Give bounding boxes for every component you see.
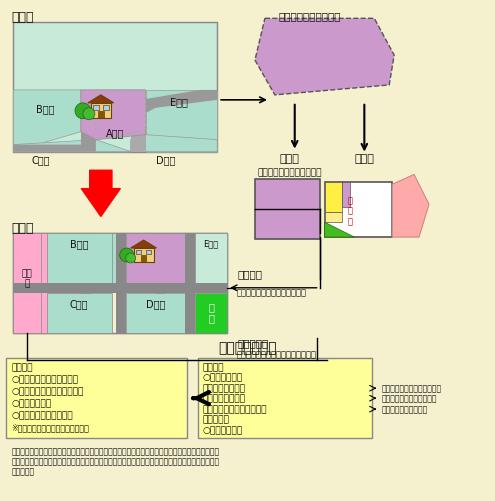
Text: ※減価補償地区の場合は減価補償費: ※減価補償地区の場合は減価補償費	[11, 422, 89, 431]
Text: ・一般会計補助: ・一般会計補助	[202, 394, 245, 403]
Text: ○調査・設計費、事務費: ○調査・設計費、事務費	[11, 410, 73, 419]
Bar	[126, 233, 185, 283]
Text: ○保留地処分金: ○保留地処分金	[202, 425, 243, 434]
Bar	[196, 293, 227, 333]
Bar	[103, 106, 109, 111]
Circle shape	[75, 104, 91, 120]
Bar	[91, 104, 111, 119]
Text: Dさん: Dさん	[155, 155, 175, 165]
Text: （Ａさんの整理後の宅地）: （Ａさんの整理後の宅地）	[258, 168, 322, 177]
Bar	[116, 233, 126, 333]
Bar	[6, 359, 187, 438]
Bar	[155, 233, 165, 333]
Text: 公共施設の整備費等相当額: 公共施設の整備費等相当額	[381, 394, 437, 403]
Text: 【収入】: 【収入】	[202, 363, 224, 372]
Text: Bさん: Bさん	[36, 104, 54, 114]
Text: 整理後: 整理後	[11, 222, 34, 234]
Polygon shape	[392, 175, 429, 237]
Polygon shape	[88, 96, 114, 104]
Text: 資　金　構　成: 資 金 構 成	[219, 341, 277, 355]
Text: 公共減歩: 公共減歩	[237, 269, 262, 278]
Polygon shape	[131, 101, 146, 152]
Text: ○道路等の公共施設整備費: ○道路等の公共施設整備費	[11, 375, 78, 384]
Text: Cさん: Cさん	[70, 298, 88, 308]
Text: 地権者は減歩により都市計画道路や公園等の用地を負担します。一方で、道路特会補助等の公共側の
支出のうち、都市計画道路等の用地費に相当する返金は、宅地の整地費等に: 地権者は減歩により都市計画道路や公園等の用地を負担します。一方で、道路特会補助等…	[11, 446, 219, 476]
Polygon shape	[13, 91, 217, 152]
Bar	[136, 250, 141, 255]
Polygon shape	[13, 91, 81, 152]
Bar	[47, 293, 112, 333]
Circle shape	[126, 254, 136, 264]
Bar	[343, 183, 350, 208]
Polygon shape	[131, 240, 156, 248]
Text: 都市計画道路の整備費相当額: 都市計画道路の整備費相当額	[381, 384, 442, 393]
Text: Cさん: Cさん	[31, 155, 50, 165]
Bar	[255, 180, 320, 239]
Text: 保留
地: 保留 地	[22, 269, 33, 288]
Text: Eさん: Eさん	[170, 97, 188, 107]
Bar	[13, 283, 227, 293]
Bar	[13, 233, 227, 333]
Bar	[13, 233, 227, 333]
Text: Ａさんの整理前の宅地: Ａさんの整理前の宅地	[278, 12, 341, 22]
Text: ・道路特会補助: ・道路特会補助	[202, 383, 245, 392]
Bar	[13, 23, 217, 152]
Bar	[325, 183, 343, 213]
Polygon shape	[131, 135, 217, 152]
Text: ・公共施設管理者負担金: ・公共施設管理者負担金	[202, 404, 267, 413]
Text: ・助成金: ・助成金	[202, 415, 229, 424]
Text: Aさん: Aさん	[106, 127, 124, 137]
Bar	[126, 293, 185, 333]
Text: 縮
形
化: 縮 形 化	[347, 196, 352, 225]
Text: Bさん: Bさん	[70, 238, 88, 248]
Text: 【支出】: 【支出】	[11, 363, 33, 372]
Bar	[196, 233, 227, 283]
Text: Eさん: Eさん	[203, 238, 219, 247]
Text: 保留地減歩: 保留地減歩	[237, 338, 268, 348]
Text: （売却して事業費の一部に充てる）: （売却して事業費の一部に充てる）	[237, 350, 317, 359]
Bar	[198, 359, 372, 438]
Text: Dさん: Dさん	[146, 298, 165, 308]
Bar	[91, 233, 155, 283]
Bar	[325, 213, 343, 223]
Text: ○公共側の支出: ○公共側の支出	[202, 373, 243, 382]
Polygon shape	[81, 91, 146, 140]
Bar	[98, 112, 104, 119]
Text: ○宅地の整地費: ○宅地の整地費	[11, 398, 51, 407]
Text: ○建物等の移転・移設補償費: ○建物等の移転・移設補償費	[11, 386, 84, 395]
Circle shape	[83, 109, 95, 121]
Text: 減　歩: 減 歩	[354, 153, 374, 163]
Bar	[325, 183, 392, 237]
Bar	[93, 106, 99, 111]
Bar	[13, 233, 81, 333]
Text: 整理前: 整理前	[11, 12, 34, 25]
Bar	[185, 233, 196, 333]
Bar	[165, 233, 227, 283]
Bar	[81, 233, 91, 333]
Bar	[13, 283, 227, 293]
Bar	[134, 248, 153, 263]
Polygon shape	[146, 91, 217, 152]
Polygon shape	[325, 223, 354, 237]
Text: （道路や公園等の用地となる）: （道路や公園等の用地となる）	[237, 288, 307, 297]
Text: 換　地: 換 地	[280, 153, 299, 163]
Polygon shape	[255, 19, 394, 96]
Bar	[47, 233, 112, 283]
Text: 公
園: 公 園	[208, 301, 214, 323]
Bar	[13, 233, 41, 333]
Polygon shape	[13, 140, 131, 152]
Circle shape	[120, 248, 134, 263]
FancyArrowPatch shape	[81, 171, 120, 217]
Text: 公園等の用地費相当額: 公園等の用地費相当額	[381, 405, 428, 414]
Bar	[141, 256, 146, 263]
Bar	[146, 250, 150, 255]
